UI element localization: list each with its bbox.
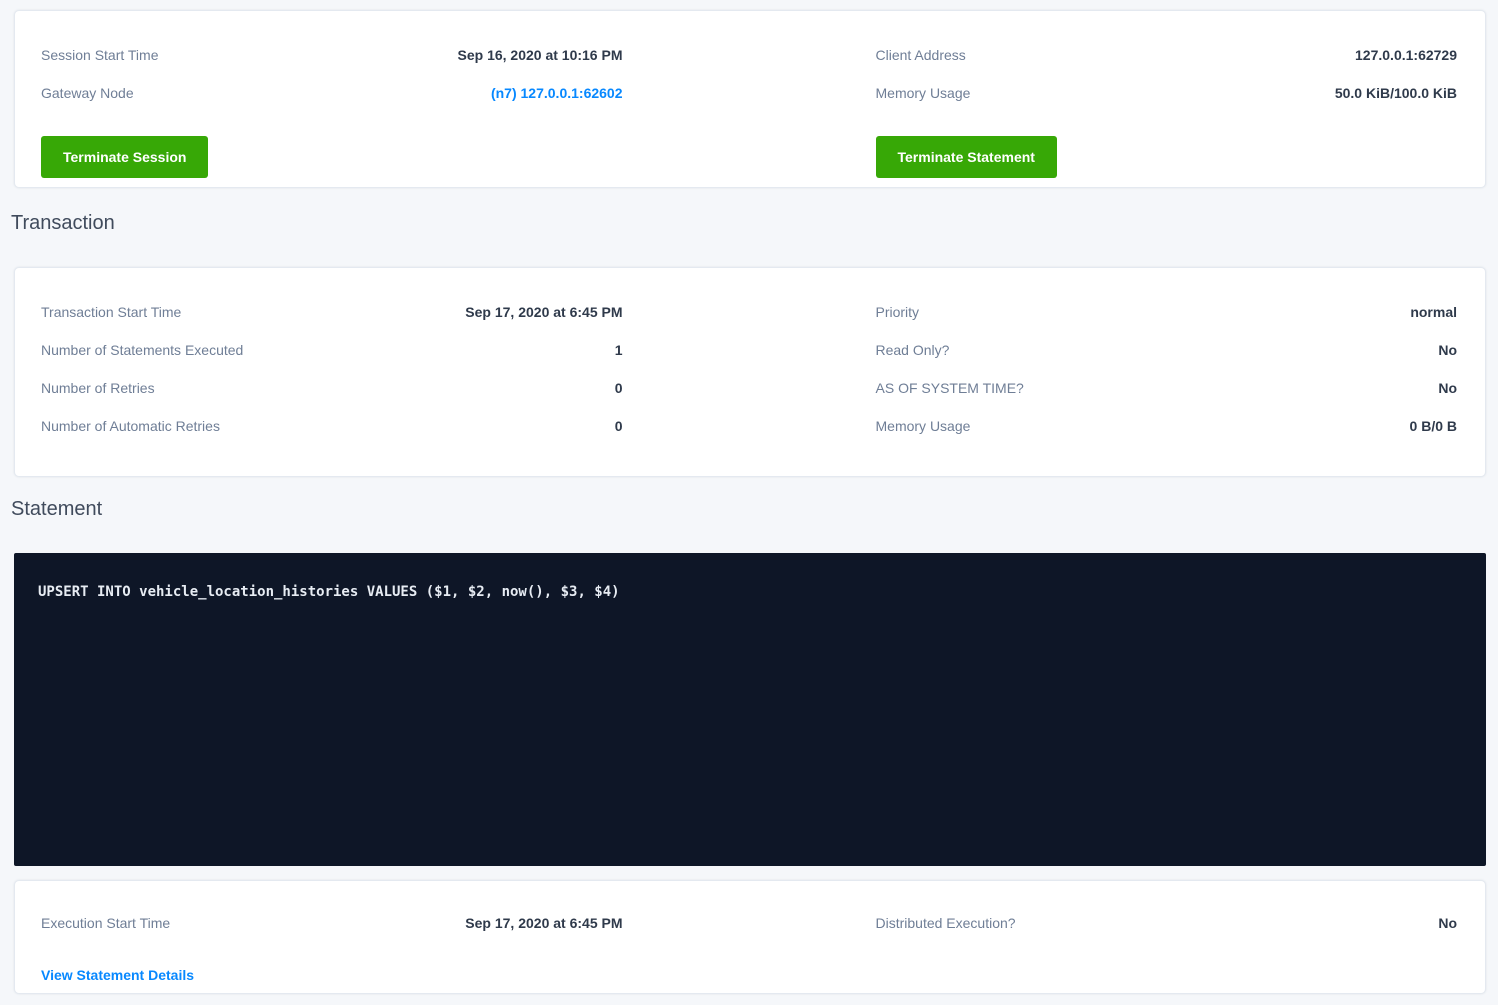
transaction-left-column: Transaction Start Time Sep 17, 2020 at 6… xyxy=(41,302,623,476)
execution-left-column: Execution Start Time Sep 17, 2020 at 6:4… xyxy=(41,913,623,993)
statements-executed-value: 1 xyxy=(614,342,623,358)
as-of-system-time-label: AS OF SYSTEM TIME? xyxy=(875,380,1024,396)
gateway-node-link[interactable]: (n7) 127.0.0.1:62602 xyxy=(490,85,623,101)
execution-start-time-value: Sep 17, 2020 at 6:45 PM xyxy=(465,915,623,931)
client-address-value: 127.0.0.1:62729 xyxy=(1355,47,1457,63)
session-start-time-value: Sep 16, 2020 at 10:16 PM xyxy=(457,47,623,63)
distributed-execution-row: Distributed Execution? No xyxy=(876,913,1458,933)
transaction-start-time-row: Transaction Start Time Sep 17, 2020 at 6… xyxy=(41,302,623,322)
priority-label: Priority xyxy=(875,304,920,320)
gateway-node-row: Gateway Node (n7) 127.0.0.1:62602 xyxy=(41,83,623,103)
transaction-summary-card: Transaction Start Time Sep 17, 2020 at 6… xyxy=(14,267,1486,477)
automatic-retries-row: Number of Automatic Retries 0 xyxy=(41,416,623,436)
automatic-retries-value: 0 xyxy=(614,418,623,434)
retries-label: Number of Retries xyxy=(41,380,155,396)
terminate-statement-button[interactable]: Terminate Statement xyxy=(875,136,1057,178)
session-summary-card: Session Start Time Sep 16, 2020 at 10:16… xyxy=(14,10,1486,188)
transaction-memory-usage-value: 0 B/0 B xyxy=(1409,418,1457,434)
priority-row: Priority normal xyxy=(876,302,1458,322)
transaction-memory-usage-label: Memory Usage xyxy=(875,418,971,434)
transaction-right-column: Priority normal Read Only? No AS OF SYST… xyxy=(876,302,1458,476)
distributed-execution-label: Distributed Execution? xyxy=(875,915,1016,931)
session-start-time-row: Session Start Time Sep 16, 2020 at 10:16… xyxy=(41,45,623,65)
session-memory-usage-value: 50.0 KiB/100.0 KiB xyxy=(1334,85,1457,101)
as-of-system-time-value: No xyxy=(1438,380,1457,396)
statements-executed-label: Number of Statements Executed xyxy=(41,342,244,358)
execution-start-time-row: Execution Start Time Sep 17, 2020 at 6:4… xyxy=(41,913,623,933)
retries-row: Number of Retries 0 xyxy=(41,378,623,398)
session-memory-usage-row: Memory Usage 50.0 KiB/100.0 KiB xyxy=(876,83,1458,103)
read-only-value: No xyxy=(1438,342,1457,358)
retries-value: 0 xyxy=(614,380,623,396)
priority-value: normal xyxy=(1410,304,1457,320)
client-address-label: Client Address xyxy=(875,47,966,63)
as-of-system-time-row: AS OF SYSTEM TIME? No xyxy=(876,378,1458,398)
distributed-execution-value: No xyxy=(1438,915,1457,931)
read-only-row: Read Only? No xyxy=(876,340,1458,360)
view-statement-details-link[interactable]: View Statement Details xyxy=(41,967,195,983)
statement-section-title: Statement xyxy=(11,498,103,520)
read-only-label: Read Only? xyxy=(875,342,950,358)
client-address-row: Client Address 127.0.0.1:62729 xyxy=(876,45,1458,65)
session-start-time-label: Session Start Time xyxy=(41,47,159,63)
statement-sql-text: UPSERT INTO vehicle_location_histories V… xyxy=(38,584,620,600)
transaction-start-time-value: Sep 17, 2020 at 6:45 PM xyxy=(465,304,623,320)
terminate-session-button[interactable]: Terminate Session xyxy=(41,136,209,178)
transaction-start-time-label: Transaction Start Time xyxy=(41,304,182,320)
session-memory-usage-label: Memory Usage xyxy=(875,85,971,101)
gateway-node-label: Gateway Node xyxy=(41,85,134,101)
statements-executed-row: Number of Statements Executed 1 xyxy=(41,340,623,360)
statement-sql-box: UPSERT INTO vehicle_location_histories V… xyxy=(14,553,1486,866)
transaction-section-title: Transaction xyxy=(11,212,115,234)
session-summary-right-column: Client Address 127.0.0.1:62729 Memory Us… xyxy=(875,45,1458,187)
execution-start-time-label: Execution Start Time xyxy=(41,915,171,931)
automatic-retries-label: Number of Automatic Retries xyxy=(41,418,220,434)
statement-execution-card: Execution Start Time Sep 17, 2020 at 6:4… xyxy=(14,880,1486,994)
session-summary-left-column: Session Start Time Sep 16, 2020 at 10:16… xyxy=(41,45,623,187)
transaction-memory-usage-row: Memory Usage 0 B/0 B xyxy=(876,416,1458,436)
execution-right-column: Distributed Execution? No xyxy=(876,913,1458,993)
